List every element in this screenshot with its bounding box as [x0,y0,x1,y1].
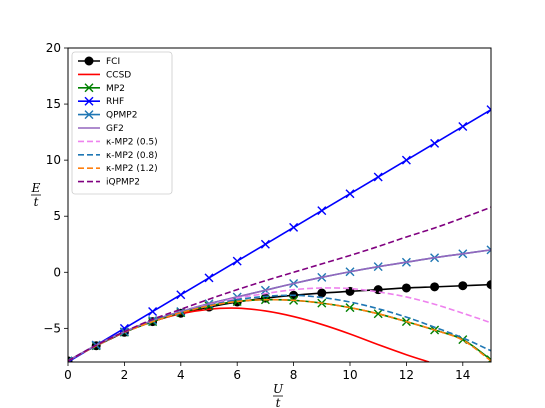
legend-label: CCSD [106,70,131,80]
series-line-mp2 [68,298,491,362]
y-axis-label-denominator: t [34,195,39,209]
series-fci-marker [430,282,440,292]
series-rhf-marker [260,239,270,249]
x-tick-label: 6 [233,368,241,382]
series-line-fci [68,283,491,362]
legend-item-fci: FCI [78,56,120,67]
y-tick-label: 0 [53,265,61,279]
x-tick-label: 12 [399,368,414,382]
series-fci-marker [401,283,411,293]
y-tick-label: 20 [46,41,61,55]
series-rhf-marker [232,256,242,266]
series-qpmp2 [68,245,491,362]
x-tick-label: 4 [177,368,185,382]
series-fci-marker [486,280,491,290]
plot-frame [67,47,492,363]
series-fci-marker [458,281,468,291]
series-rhf-marker [176,290,186,300]
ticks-layer: 0 2 4 6 8 10 12 14 −5 0 5 10 15 20 [43,41,470,382]
y-axis-label-numerator: E [31,181,41,195]
series-line-iqpmp2 [68,206,491,362]
legend-label: FCI [106,57,120,67]
series-rhf [68,105,491,362]
legend-item-iqpmp2: iQPMP2 [78,178,140,188]
x-tick-label: 0 [64,368,72,382]
x-axis-label-denominator: t [276,396,281,408]
series-line-kappa-mp2-1-2 [68,298,491,362]
x-axis-label: U t [273,382,284,408]
legend-label: κ-MP2 (0.8) [106,151,158,161]
series-rhf-marker [458,122,468,131]
series-rhf-marker [401,155,411,165]
series-layer [68,105,491,362]
legend-label: κ-MP2 (0.5) [106,137,158,147]
legend-item-mp2: MP2 [78,83,125,94]
legend-item-rhf: RHF [78,96,124,107]
y-tick-label: 15 [46,97,61,111]
series-mp2-marker [373,309,383,319]
series-gf2 [68,249,491,362]
legend-rhf-marker [84,96,94,106]
legend-item-kappa-mp2-0-8: κ-MP2 (0.8) [78,151,158,161]
legend-item-kappa-mp2-1-2: κ-MP2 (1.2) [78,164,158,174]
series-rhf-marker [148,307,158,317]
series-rhf-marker [486,105,491,115]
series-line-qpmp2 [68,249,491,362]
legend-item-qpmp2: QPMP2 [78,110,137,121]
series-line-gf2 [68,249,491,362]
series-rhf-marker [345,189,355,199]
series-fci [68,280,491,362]
legend-item-gf2: GF2 [78,124,124,134]
series-qpmp2-marker [486,245,491,255]
series-rhf-marker [204,273,214,283]
series-kappa-mp2-1-2 [68,298,491,362]
y-axis-label: E t [31,181,41,209]
legend-qpmp2-marker [84,110,94,120]
legend-label: GF2 [106,124,124,134]
series-fci-marker [345,286,355,296]
legend-label: QPMP2 [106,111,137,121]
series-rhf-marker [289,222,299,232]
series-rhf-marker [317,206,327,216]
x-tick-label: 2 [121,368,129,382]
x-axis-label-numerator: U [273,382,284,396]
series-rhf-marker [373,172,383,182]
legend-label: iQPMP2 [106,178,140,188]
legend-item-ccsd: CCSD [78,70,131,80]
series-qpmp2-marker [68,356,73,362]
legend: FCI CCSD MP2 RHF QPMP2 GF2 κ-MP2 (0.5) κ-MP2 (0… [71,51,173,195]
legend-item-kappa-mp2-0-5: κ-MP2 (0.5) [78,137,158,147]
legend-fci-marker [84,56,94,66]
legend-label: RHF [106,97,124,107]
x-tick-label: 10 [342,368,357,382]
series-iqpmp2 [68,206,491,362]
series-mp2-marker [486,355,491,362]
series-fci-marker [260,293,270,303]
y-tick-label: 5 [53,209,61,223]
x-tick-label: 14 [455,368,470,382]
y-tick-label: −5 [43,321,61,335]
series-rhf-marker [430,138,440,148]
series-fci-marker [317,288,327,298]
legend-label: κ-MP2 (1.2) [106,164,158,174]
x-tick-label: 8 [290,368,298,382]
legend-label: MP2 [106,84,125,94]
legend-mp2-marker [84,83,94,93]
series-line-rhf [68,108,491,362]
y-tick-label: 10 [46,153,61,167]
